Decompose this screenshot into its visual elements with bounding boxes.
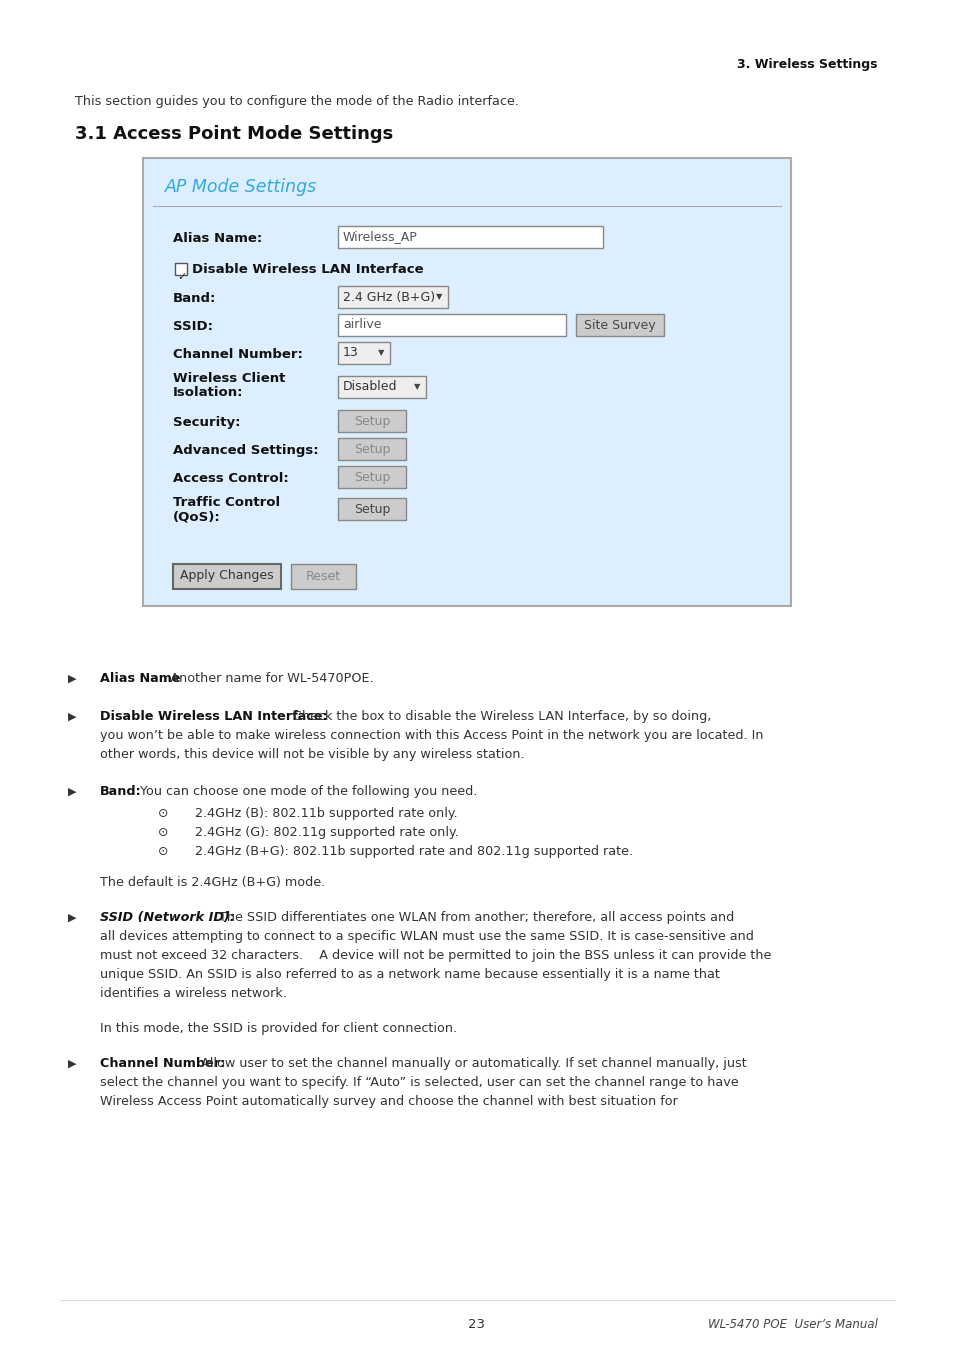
Text: you won’t be able to make wireless connection with this Access Point in the netw: you won’t be able to make wireless conne… bbox=[100, 729, 762, 742]
Text: 2.4GHz (B): 802.11b supported rate only.: 2.4GHz (B): 802.11b supported rate only. bbox=[194, 807, 457, 819]
Bar bbox=[337, 466, 406, 487]
Text: ▼: ▼ bbox=[377, 348, 384, 358]
Text: AP Mode Settings: AP Mode Settings bbox=[165, 178, 316, 196]
Text: Channel Number:: Channel Number: bbox=[172, 348, 302, 360]
Text: all devices attempting to connect to a specific WLAN must use the same SSID. It : all devices attempting to connect to a s… bbox=[100, 930, 753, 944]
Text: Alias Name: Alias Name bbox=[100, 672, 180, 684]
Text: You can choose one mode of the following you need.: You can choose one mode of the following… bbox=[136, 784, 476, 798]
Text: Check the box to disable the Wireless LAN Interface, by so doing,: Check the box to disable the Wireless LA… bbox=[293, 710, 711, 724]
Text: Disable Wireless LAN Interface:: Disable Wireless LAN Interface: bbox=[100, 710, 327, 724]
Text: airlive: airlive bbox=[343, 319, 381, 332]
Text: Access Control:: Access Control: bbox=[172, 472, 289, 485]
Text: Setup: Setup bbox=[354, 443, 390, 455]
Bar bbox=[337, 498, 406, 520]
Text: Band:: Band: bbox=[172, 292, 216, 305]
Text: identifies a wireless network.: identifies a wireless network. bbox=[100, 987, 287, 1000]
Text: other words, this device will not be visible by any wireless station.: other words, this device will not be vis… bbox=[100, 748, 524, 761]
Text: (QoS):: (QoS): bbox=[172, 510, 220, 522]
Text: The default is 2.4GHz (B+G) mode.: The default is 2.4GHz (B+G) mode. bbox=[100, 876, 325, 890]
Text: This section guides you to configure the mode of the Radio interface.: This section guides you to configure the… bbox=[75, 95, 518, 108]
Bar bbox=[337, 377, 426, 398]
Text: 2.4 GHz (B+G): 2.4 GHz (B+G) bbox=[343, 290, 435, 304]
Text: Security:: Security: bbox=[172, 416, 240, 429]
Text: Allow user to set the channel manually or automatically. If set channel manually: Allow user to set the channel manually o… bbox=[196, 1057, 746, 1071]
Text: Setup: Setup bbox=[354, 471, 390, 483]
Text: Setup: Setup bbox=[354, 414, 390, 428]
Text: Band:: Band: bbox=[100, 784, 142, 798]
Text: Disable Wireless LAN Interface: Disable Wireless LAN Interface bbox=[192, 263, 423, 275]
Bar bbox=[291, 564, 355, 589]
Bar bbox=[337, 342, 390, 365]
Text: 2.4GHz (G): 802.11g supported rate only.: 2.4GHz (G): 802.11g supported rate only. bbox=[194, 826, 458, 838]
Text: SSID (Network ID):: SSID (Network ID): bbox=[100, 911, 234, 923]
Text: 2.4GHz (B+G): 802.11b supported rate and 802.11g supported rate.: 2.4GHz (B+G): 802.11b supported rate and… bbox=[194, 845, 633, 859]
Text: Channel Number:: Channel Number: bbox=[100, 1057, 225, 1071]
Text: ⊙: ⊙ bbox=[158, 826, 169, 838]
Text: Disabled: Disabled bbox=[343, 381, 397, 393]
Text: Traffic Control: Traffic Control bbox=[172, 495, 280, 509]
Text: Alias Name:: Alias Name: bbox=[172, 232, 262, 244]
Text: ▶: ▶ bbox=[68, 711, 76, 722]
Bar bbox=[337, 437, 406, 460]
Text: Wireless Access Point automatically survey and choose the channel with best situ: Wireless Access Point automatically surv… bbox=[100, 1095, 678, 1108]
Bar bbox=[172, 564, 281, 589]
Text: 3.1 Access Point Mode Settings: 3.1 Access Point Mode Settings bbox=[75, 126, 393, 143]
Text: 3. Wireless Settings: 3. Wireless Settings bbox=[737, 58, 877, 72]
Text: SSID:: SSID: bbox=[172, 320, 213, 333]
Text: The SSID differentiates one WLAN from another; therefore, all access points and: The SSID differentiates one WLAN from an… bbox=[214, 911, 734, 923]
Text: Wireless_AP: Wireless_AP bbox=[343, 231, 417, 243]
Text: Wireless Client: Wireless Client bbox=[172, 373, 285, 385]
Bar bbox=[143, 158, 790, 606]
Bar bbox=[337, 410, 406, 432]
Text: WL-5470 POE  User’s Manual: WL-5470 POE User’s Manual bbox=[707, 1318, 877, 1331]
Text: Isolation:: Isolation: bbox=[172, 386, 243, 400]
Bar bbox=[337, 225, 602, 248]
Text: In this mode, the SSID is provided for client connection.: In this mode, the SSID is provided for c… bbox=[100, 1022, 456, 1035]
Text: ✓: ✓ bbox=[177, 271, 186, 282]
Text: ▶: ▶ bbox=[68, 913, 76, 923]
Text: ▼: ▼ bbox=[436, 293, 442, 301]
Bar bbox=[337, 286, 448, 308]
Text: ▶: ▶ bbox=[68, 674, 76, 684]
Text: Advanced Settings:: Advanced Settings: bbox=[172, 444, 318, 458]
Text: ▼: ▼ bbox=[414, 382, 420, 391]
Text: 13: 13 bbox=[343, 347, 358, 359]
Text: select the channel you want to specify. If “Auto” is selected, user can set the : select the channel you want to specify. … bbox=[100, 1076, 738, 1089]
Text: unique SSID. An SSID is also referred to as a network name because essentially i: unique SSID. An SSID is also referred to… bbox=[100, 968, 720, 981]
Text: : Another name for WL-5470POE.: : Another name for WL-5470POE. bbox=[162, 672, 374, 684]
Text: Reset: Reset bbox=[306, 570, 341, 582]
Bar bbox=[174, 263, 187, 275]
Bar bbox=[337, 315, 565, 336]
Text: Setup: Setup bbox=[354, 502, 390, 516]
Text: ▶: ▶ bbox=[68, 787, 76, 796]
Text: 23: 23 bbox=[468, 1318, 485, 1331]
Bar bbox=[576, 315, 663, 336]
Text: Apply Changes: Apply Changes bbox=[180, 570, 274, 582]
Text: Site Survey: Site Survey bbox=[583, 319, 655, 332]
Text: must not exceed 32 characters.    A device will not be permitted to join the BSS: must not exceed 32 characters. A device … bbox=[100, 949, 771, 963]
Text: ⊙: ⊙ bbox=[158, 845, 169, 859]
Text: ▶: ▶ bbox=[68, 1058, 76, 1069]
Text: ⊙: ⊙ bbox=[158, 807, 169, 819]
